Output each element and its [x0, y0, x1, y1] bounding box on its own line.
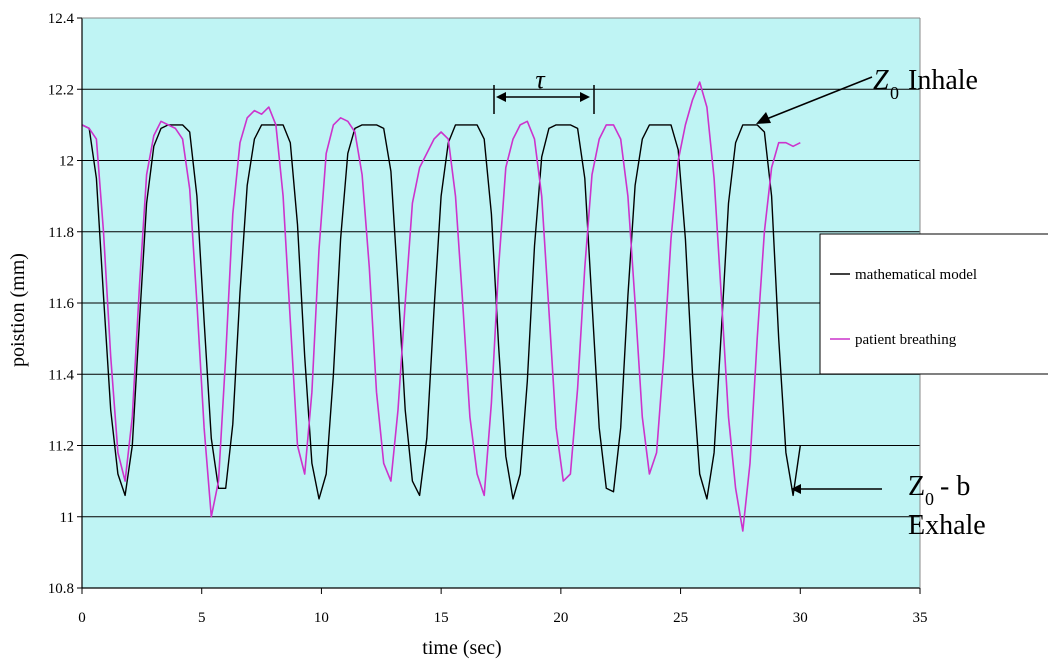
- series-lines: [81, 81, 801, 532]
- x-tick-label: 30: [793, 610, 808, 626]
- inhale-arrow-line: [763, 76, 873, 121]
- inhale-word: Inhale: [908, 65, 978, 96]
- exhale-arrow-head: [791, 484, 801, 494]
- y-tick-label: 11.2: [48, 439, 74, 455]
- x-tick-label: 35: [913, 610, 928, 626]
- y-tick-label: 11.6: [48, 296, 74, 312]
- y-tick-label: 11: [60, 510, 74, 526]
- x-tick-label: 20: [553, 610, 568, 626]
- legend-label-patient-breathing: patient breathing: [855, 332, 957, 348]
- y-tick-label: 11.4: [48, 367, 74, 383]
- inhale-z-subscript: 0: [890, 83, 899, 103]
- legend-box: [819, 233, 1048, 375]
- tau-annotation: τ: [493, 65, 595, 114]
- legend: mathematical model patient breathing: [819, 233, 1048, 375]
- x-tick-label: 5: [198, 610, 206, 626]
- tau-label: τ: [535, 65, 546, 94]
- inhale-annotation: Z 0 Inhale: [756, 65, 978, 124]
- series-line-patient-breathing: [81, 81, 801, 532]
- x-tick-label: 25: [673, 610, 688, 626]
- y-tick-labels: 10.8 11 11.2 11.4 11.6 11.8 12 12.2 12.4: [48, 11, 75, 597]
- series-line-mathematical-model: [81, 124, 801, 500]
- x-tick-label: 15: [434, 610, 449, 626]
- y-tick-label: 12: [59, 154, 74, 170]
- x-tick-label: 10: [314, 610, 329, 626]
- inhale-z-label: Z: [873, 65, 889, 96]
- y-tick-label: 11.8: [48, 225, 74, 241]
- legend-label-mathematical-model: mathematical model: [855, 267, 977, 283]
- x-tick-label: 0: [78, 610, 86, 626]
- exhale-rest-label: - b: [940, 471, 970, 502]
- exhale-z-subscript: 0: [925, 489, 934, 509]
- exhale-annotation: Z 0 - b Exhale: [791, 471, 986, 541]
- y-tick-label: 10.8: [48, 581, 74, 597]
- x-tick-labels: 0 5 10 15 20 25 30 35: [78, 610, 927, 626]
- y-axis-title: poistion (mm): [7, 253, 29, 367]
- x-axis-title: time (sec): [422, 637, 501, 659]
- y-tick-label: 12.4: [48, 11, 75, 27]
- exhale-z-label: Z: [908, 471, 925, 502]
- tau-arrow-right-head: [580, 92, 590, 102]
- y-tick-label: 12.2: [48, 82, 74, 98]
- exhale-word: Exhale: [908, 510, 986, 541]
- inhale-arrow-head: [756, 112, 771, 124]
- tau-arrow-left-head: [496, 92, 506, 102]
